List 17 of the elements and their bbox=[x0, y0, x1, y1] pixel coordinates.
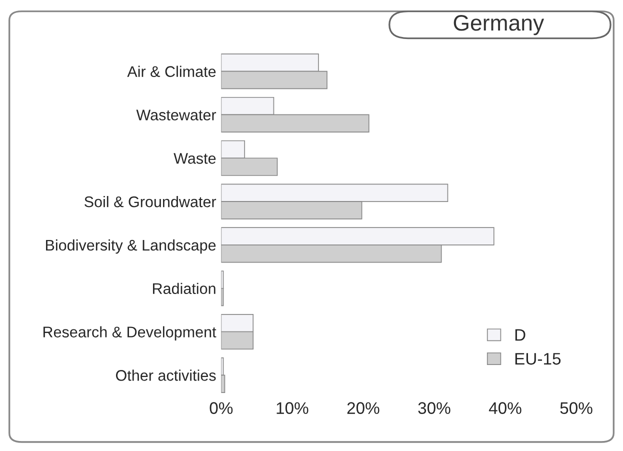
y-tick-label: Other activities bbox=[116, 370, 216, 381]
y-tick-label: Soil & Groundwater bbox=[84, 196, 216, 208]
y-tick-label: Radiation bbox=[153, 282, 216, 294]
x-tick-label: 0% bbox=[210, 402, 233, 414]
x-tick-label: 20% bbox=[347, 402, 380, 414]
y-tick-label: Waste bbox=[174, 153, 216, 164]
y-tick-label: Air & Climate bbox=[127, 66, 216, 77]
y-tick-label: Biodiversity & Landscape bbox=[46, 239, 216, 254]
chart-title: Germany bbox=[454, 15, 544, 36]
x-tick-label: 40% bbox=[488, 402, 522, 414]
x-tick-label: 30% bbox=[418, 402, 450, 414]
legend-label: EU-15 bbox=[515, 353, 561, 365]
x-tick-label: 50% bbox=[560, 402, 592, 414]
x-tick-label: 10% bbox=[276, 402, 308, 414]
y-tick-label: Wastewater bbox=[136, 110, 216, 120]
legend-label: D bbox=[515, 329, 526, 341]
y-tick-label: Research & Development bbox=[43, 326, 216, 340]
